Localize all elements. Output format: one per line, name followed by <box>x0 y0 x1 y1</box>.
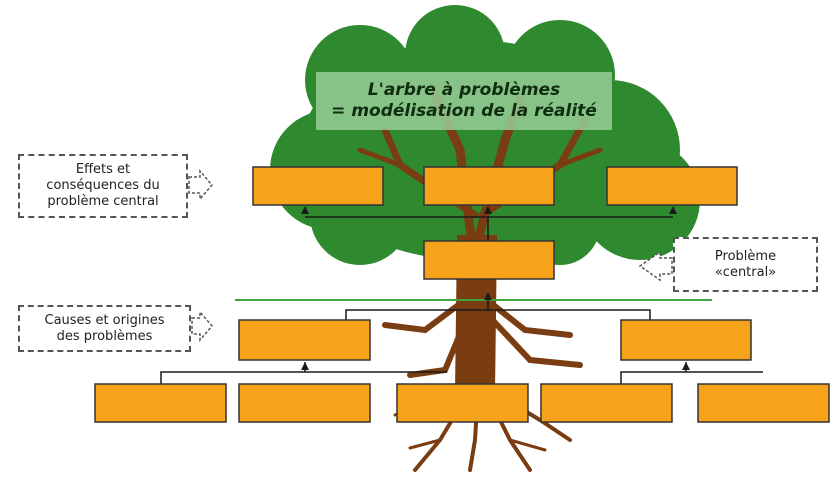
effects-label: Effets et conséquences du problème centr… <box>18 154 188 218</box>
causes-label: Causes et origines des problèmes <box>18 305 191 352</box>
central-problem-box <box>423 240 555 280</box>
cause-box-level2-3 <box>396 383 529 423</box>
central-pointer-arrow <box>638 250 673 282</box>
effect-box-3 <box>606 166 738 206</box>
connector-arrowheads <box>301 206 690 370</box>
effect-boxes <box>252 166 738 206</box>
effects-label-line-2: conséquences du <box>46 178 160 193</box>
cause-box-level2-5 <box>697 383 830 423</box>
causes-label-line-1: Causes et origines <box>44 312 165 328</box>
central-label-line-2: «central» <box>714 264 777 280</box>
diagram-title: L'arbre à problèmes = modélisation de la… <box>316 72 612 130</box>
effect-box-2 <box>423 166 555 206</box>
title-line-1: L'arbre à problèmes <box>367 80 561 100</box>
causes-pointer-arrow <box>191 309 213 343</box>
cause-box-level2-1 <box>94 383 227 423</box>
effects-label-line-1: Effets et <box>75 162 131 177</box>
causes-label-line-2: des problèmes <box>56 328 153 344</box>
central-problem-label: Problème «central» <box>673 237 818 292</box>
cause-box-level1-left <box>238 319 371 361</box>
pointer-arrows <box>188 168 673 343</box>
connectors <box>160 216 763 384</box>
cause-box-level2-4 <box>540 383 673 423</box>
cause-box-level2-2 <box>238 383 371 423</box>
cause-boxes <box>94 319 830 423</box>
effects-pointer-arrow <box>188 168 213 202</box>
cause-box-level1-right <box>620 319 752 361</box>
central-label-line-1: Problème <box>714 248 777 264</box>
title-line-2: = modélisation de la réalité <box>331 101 597 121</box>
effect-box-1 <box>252 166 384 206</box>
effects-label-line-3: problème central <box>47 194 159 209</box>
